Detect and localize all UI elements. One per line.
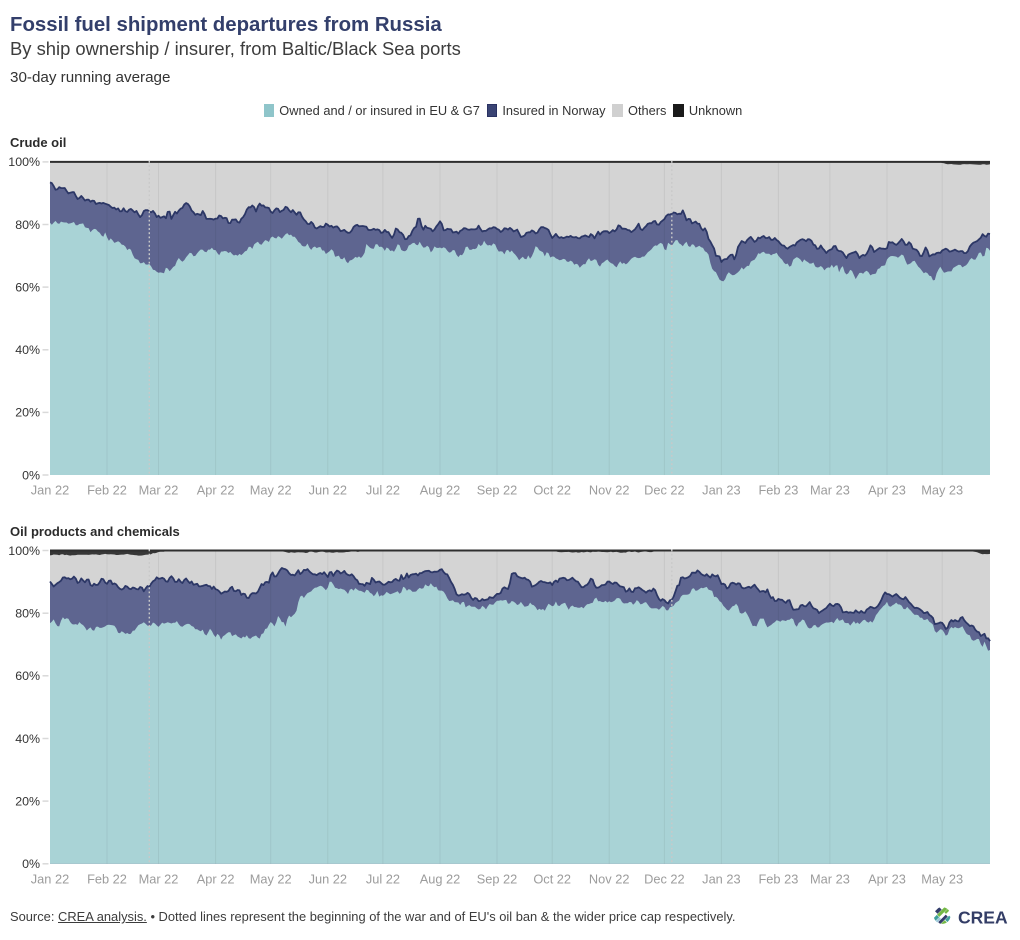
svg-text:60%: 60%	[15, 669, 40, 683]
svg-text:40%: 40%	[15, 732, 40, 746]
svg-text:0%: 0%	[22, 468, 40, 482]
svg-text:80%: 80%	[15, 218, 40, 232]
svg-text:Jul 22: Jul 22	[366, 872, 400, 887]
svg-text:Aug 22: Aug 22	[420, 872, 461, 887]
svg-text:Jan 22: Jan 22	[31, 483, 69, 498]
svg-text:20%: 20%	[15, 794, 40, 808]
svg-text:Apr 22: Apr 22	[197, 872, 235, 887]
svg-text:Jan 22: Jan 22	[31, 872, 69, 887]
svg-text:Jan 23: Jan 23	[702, 872, 740, 887]
svg-text:Feb 23: Feb 23	[758, 483, 798, 498]
svg-text:Sep 22: Sep 22	[477, 483, 518, 498]
svg-text:Jul 22: Jul 22	[366, 483, 400, 498]
svg-text:Feb 23: Feb 23	[758, 872, 798, 887]
svg-text:Apr 23: Apr 23	[868, 872, 906, 887]
svg-text:Jun 22: Jun 22	[309, 483, 347, 498]
svg-text:Nov 22: Nov 22	[589, 483, 630, 498]
svg-text:Mar 23: Mar 23	[810, 872, 850, 887]
svg-text:Feb 22: Feb 22	[87, 872, 127, 887]
svg-text:80%: 80%	[15, 607, 40, 621]
svg-text:40%: 40%	[15, 343, 40, 357]
svg-text:Mar 22: Mar 22	[139, 483, 179, 498]
svg-text:0%: 0%	[22, 857, 40, 871]
svg-text:Oct 22: Oct 22	[533, 872, 571, 887]
svg-text:May 23: May 23	[921, 872, 963, 887]
svg-text:May 22: May 22	[250, 483, 292, 498]
svg-text:100%: 100%	[8, 155, 40, 169]
svg-text:CREA: CREA	[958, 908, 1008, 928]
svg-text:Jun 22: Jun 22	[309, 872, 347, 887]
svg-text:May 23: May 23	[921, 483, 963, 498]
svg-text:Mar 22: Mar 22	[139, 872, 179, 887]
svg-text:Sep 22: Sep 22	[477, 872, 518, 887]
svg-text:Jan 23: Jan 23	[702, 483, 740, 498]
svg-text:60%: 60%	[15, 280, 40, 294]
svg-text:100%: 100%	[8, 544, 40, 558]
svg-text:Oct 22: Oct 22	[533, 483, 571, 498]
svg-text:Apr 23: Apr 23	[868, 483, 906, 498]
svg-text:Mar 23: Mar 23	[810, 483, 850, 498]
svg-text:Apr 22: Apr 22	[197, 483, 235, 498]
svg-text:Dec 22: Dec 22	[644, 872, 685, 887]
svg-text:Nov 22: Nov 22	[589, 872, 630, 887]
svg-text:Aug 22: Aug 22	[420, 483, 461, 498]
svg-text:20%: 20%	[15, 406, 40, 420]
svg-text:May 22: May 22	[250, 872, 292, 887]
svg-text:Feb 22: Feb 22	[87, 483, 127, 498]
svg-text:Dec 22: Dec 22	[644, 483, 685, 498]
